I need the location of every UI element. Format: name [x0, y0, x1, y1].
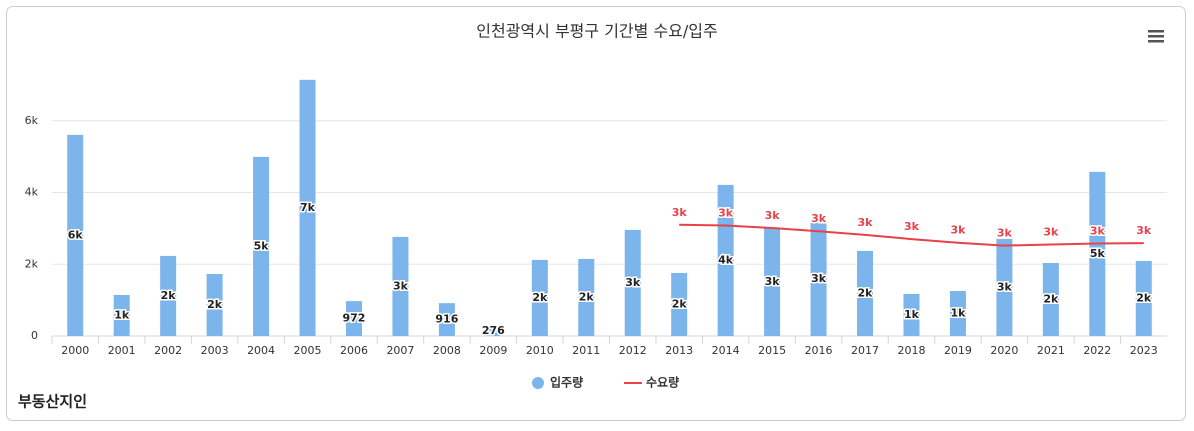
x-tick-label: 2010	[526, 344, 554, 357]
legend-symbol	[532, 377, 544, 389]
data-label: 972	[342, 312, 365, 325]
data-label: 2k	[579, 290, 595, 303]
data-label: 3k	[765, 275, 781, 288]
data-label: 3k	[672, 206, 688, 219]
menu-button[interactable]	[1148, 30, 1164, 43]
x-tick-label: 2005	[294, 344, 322, 357]
bar	[717, 184, 734, 336]
logo: 부동산지인	[18, 393, 87, 411]
bar	[810, 221, 827, 336]
bar	[531, 259, 548, 336]
x-tick-label: 2023	[1130, 344, 1158, 357]
bar	[113, 294, 130, 336]
bar	[996, 238, 1013, 336]
data-label: 2k	[161, 289, 177, 302]
legend-label: 수요량	[646, 376, 679, 390]
x-tick-label: 2006	[340, 344, 368, 357]
bar	[624, 229, 641, 336]
bar	[392, 236, 409, 336]
x-tick-label: 2011	[572, 344, 600, 357]
x-tick-label: 2017	[851, 344, 879, 357]
bar	[857, 250, 874, 336]
data-label: 2k	[858, 286, 874, 299]
data-label: 3k	[997, 227, 1013, 240]
data-label: 3k	[997, 280, 1013, 293]
data-label: 3k	[811, 272, 827, 285]
data-label: 916	[435, 313, 458, 326]
data-label: 276	[482, 324, 505, 337]
y-tick-label: 6k	[25, 114, 39, 127]
bar	[485, 326, 502, 336]
x-tick-label: 2022	[1083, 344, 1111, 357]
data-label: 3k	[858, 216, 874, 229]
bar	[206, 273, 223, 336]
bar	[671, 272, 688, 336]
x-tick-label: 2004	[247, 344, 275, 357]
data-label: 7k	[300, 201, 316, 214]
bar	[438, 303, 455, 336]
data-label: 2k	[1043, 292, 1059, 305]
data-label: 1k	[904, 308, 920, 321]
bar	[1042, 262, 1059, 336]
data-label: 3k	[1090, 224, 1106, 237]
bar	[1089, 171, 1106, 336]
bar	[67, 134, 84, 336]
data-label: 3k	[393, 279, 409, 292]
bar	[903, 293, 920, 336]
bar	[1135, 260, 1152, 336]
x-tick-label: 2007	[386, 344, 414, 357]
x-tick-label: 2000	[61, 344, 89, 357]
data-label: 5k	[254, 239, 270, 252]
x-tick-label: 2018	[897, 344, 925, 357]
data-label: 2k	[1136, 291, 1152, 304]
bar	[949, 290, 966, 336]
x-tick-label: 2009	[479, 344, 507, 357]
y-tick-label: 0	[31, 329, 38, 342]
bar	[345, 301, 362, 336]
x-tick-label: 2013	[665, 344, 693, 357]
x-tick-label: 2002	[154, 344, 182, 357]
x-tick-label: 2012	[619, 344, 647, 357]
menu-bar[interactable]	[1148, 30, 1164, 33]
data-label: 2k	[532, 291, 548, 304]
x-tick-label: 2008	[433, 344, 461, 357]
data-label: 3k	[904, 220, 920, 233]
x-tick-label: 2016	[805, 344, 833, 357]
chart-title: 인천광역시 부평구 기간별 수요/입주	[476, 22, 717, 41]
menu-bar[interactable]	[1148, 35, 1164, 38]
chart-frame	[6, 6, 1186, 421]
data-label: 6k	[68, 228, 84, 241]
data-label: 4k	[718, 253, 734, 266]
data-label: 1k	[114, 308, 130, 321]
x-tick-label: 2014	[712, 344, 740, 357]
x-tick-label: 2001	[108, 344, 136, 357]
data-label: 3k	[765, 209, 781, 222]
data-label: 3k	[625, 276, 641, 289]
bar	[253, 156, 270, 336]
data-label: 3k	[718, 207, 734, 220]
menu-bar[interactable]	[1148, 40, 1164, 43]
data-label: 3k	[950, 224, 966, 237]
data-label: 2k	[672, 297, 688, 310]
x-tick-label: 2020	[990, 344, 1018, 357]
data-label: 3k	[811, 212, 827, 225]
bar	[160, 255, 177, 336]
x-tick-label: 2015	[758, 344, 786, 357]
data-label: 3k	[1136, 224, 1152, 237]
data-label: 5k	[1090, 247, 1106, 260]
bar	[299, 79, 316, 337]
y-tick-label: 4k	[25, 186, 39, 199]
x-tick-label: 2019	[944, 344, 972, 357]
data-label: 3k	[1043, 226, 1059, 239]
bar	[764, 227, 781, 336]
legend-label: 입주량	[550, 376, 583, 390]
x-tick-label: 2003	[201, 344, 229, 357]
bar	[578, 258, 595, 336]
y-tick-label: 2k	[25, 257, 39, 270]
data-label: 2k	[207, 298, 223, 311]
line	[679, 223, 1144, 247]
data-label: 1k	[950, 306, 966, 319]
x-tick-label: 2021	[1037, 344, 1065, 357]
